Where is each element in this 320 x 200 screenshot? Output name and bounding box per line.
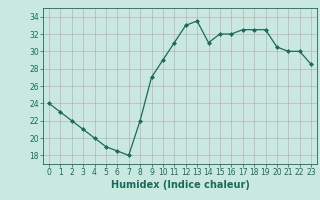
X-axis label: Humidex (Indice chaleur): Humidex (Indice chaleur) (111, 180, 249, 190)
